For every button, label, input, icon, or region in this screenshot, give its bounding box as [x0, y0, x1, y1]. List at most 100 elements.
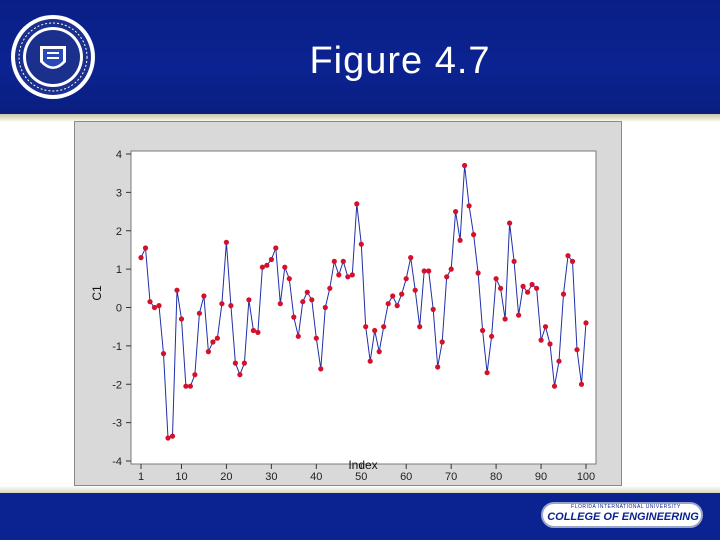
- data-point: [178, 316, 185, 322]
- data-point: [313, 335, 319, 341]
- data-point: [453, 209, 459, 215]
- x-tick-label: 20: [220, 471, 232, 483]
- data-point: [277, 301, 283, 307]
- data-point: [201, 293, 207, 299]
- data-point: [183, 383, 189, 389]
- data-point: [210, 339, 216, 345]
- data-point: [196, 310, 202, 316]
- data-point: [354, 201, 360, 207]
- data-point: [457, 237, 463, 243]
- data-point: [569, 258, 576, 264]
- x-tick-label: 90: [535, 471, 547, 483]
- data-point: [336, 272, 342, 278]
- data-point: [516, 312, 522, 318]
- data-point: [138, 255, 144, 261]
- data-point: [421, 268, 427, 274]
- data-point: [340, 258, 346, 264]
- data-point: [169, 433, 176, 439]
- data-point: [520, 283, 526, 289]
- x-tick-label: 70: [445, 471, 457, 483]
- data-point: [439, 339, 445, 345]
- data-point: [578, 381, 585, 387]
- university-seal-icon: [11, 15, 95, 99]
- data-point: [529, 281, 535, 288]
- data-point: [484, 370, 490, 376]
- x-tick-label: 80: [490, 471, 502, 483]
- data-point: [363, 324, 369, 330]
- data-point: [268, 256, 274, 263]
- data-point: [318, 366, 324, 372]
- data-point: [466, 203, 472, 209]
- data-point: [426, 268, 432, 274]
- footer-divider: [0, 486, 720, 493]
- x-tick-label: 10: [175, 471, 187, 483]
- slide-header: Figure 4.7: [0, 0, 720, 114]
- data-point: [435, 364, 441, 370]
- data-point: [399, 291, 405, 297]
- data-point: [282, 264, 288, 270]
- data-point: [507, 220, 513, 226]
- data-point: [300, 299, 306, 305]
- y-tick-label: 1: [116, 264, 122, 276]
- data-point: [493, 276, 499, 282]
- data-point: [232, 360, 238, 366]
- data-point: [583, 320, 589, 326]
- data-point: [165, 435, 171, 441]
- data-point: [574, 347, 580, 353]
- data-point: [295, 333, 301, 339]
- data-point: [246, 297, 252, 303]
- data-point: [502, 316, 508, 322]
- data-point: [237, 372, 243, 378]
- y-tick-label: 2: [116, 226, 122, 238]
- y-tick-label: 4: [116, 149, 122, 161]
- data-point: [142, 245, 149, 251]
- data-point: [349, 272, 355, 278]
- data-point: [345, 274, 351, 280]
- data-point: [538, 337, 544, 343]
- data-point: [498, 285, 504, 291]
- data-point: [187, 383, 193, 389]
- data-point: [151, 304, 158, 311]
- data-point: [534, 285, 540, 291]
- data-point: [390, 293, 396, 299]
- data-point: [291, 314, 297, 320]
- data-point: [304, 289, 310, 295]
- y-tick-label: -4: [112, 456, 122, 468]
- data-point: [408, 255, 414, 261]
- slide-title: Figure 4.7: [309, 40, 491, 82]
- x-tick-label: 50: [355, 471, 367, 483]
- college-logo-text: COLLEGE OF ENGINEERING: [547, 511, 699, 523]
- data-point: [430, 306, 436, 312]
- data-point: [565, 253, 571, 259]
- x-tick-label: 40: [310, 471, 322, 483]
- data-point: [542, 324, 549, 330]
- data-point: [475, 270, 481, 276]
- data-point: [489, 333, 495, 339]
- data-point: [560, 291, 567, 297]
- data-point: [403, 276, 409, 282]
- x-tick-label: 60: [400, 471, 412, 483]
- data-point: [214, 335, 220, 341]
- data-point: [358, 241, 364, 247]
- series-line: [140, 165, 587, 439]
- data-point: [192, 372, 198, 378]
- data-point: [264, 262, 270, 268]
- data-point: [448, 266, 454, 272]
- header-divider: [0, 114, 720, 122]
- x-tick-label: 30: [265, 471, 277, 483]
- data-point: [286, 276, 292, 282]
- data-point: [147, 299, 153, 305]
- x-axis-label: Index: [348, 458, 377, 472]
- y-tick-label: 3: [116, 187, 122, 199]
- data-point: [556, 358, 562, 364]
- data-point: [367, 358, 373, 364]
- data-point: [309, 297, 315, 303]
- data-point: [547, 341, 553, 347]
- data-point: [331, 258, 337, 264]
- y-tick-label: -3: [112, 418, 122, 430]
- data-point: [241, 360, 247, 366]
- data-point: [372, 327, 378, 334]
- data-point: [551, 383, 558, 389]
- data-point: [327, 285, 333, 291]
